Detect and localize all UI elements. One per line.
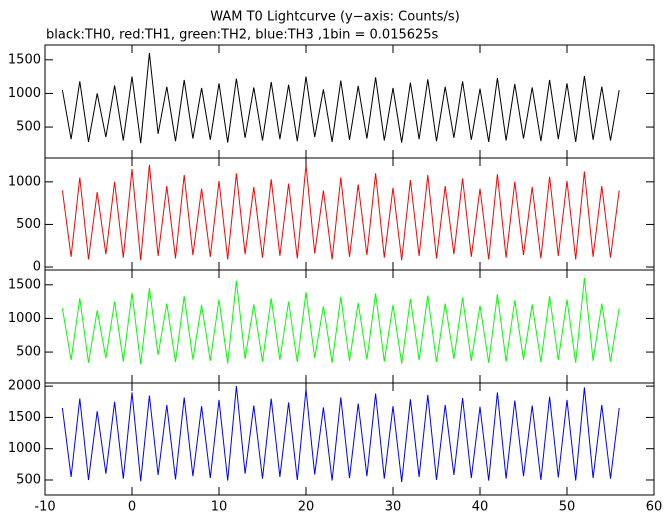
x-tick-label: 50 xyxy=(559,500,576,515)
y-tick-label: 1500 xyxy=(8,410,41,425)
x-tick-label: 10 xyxy=(211,500,228,515)
series-line xyxy=(61,278,620,365)
y-tick-label: 1500 xyxy=(8,52,41,67)
chart-subtitle: black:TH0, red:TH1, green:TH2, blue:TH3 … xyxy=(46,28,439,43)
y-tick-label: 500 xyxy=(16,217,41,232)
y-tick-label: 500 xyxy=(16,345,41,360)
y-tick-label: 1000 xyxy=(8,86,41,101)
y-tick-label: 500 xyxy=(16,120,41,135)
y-tick-label: 1000 xyxy=(8,441,41,456)
x-tick-label: 60 xyxy=(646,500,663,515)
x-tick-label: 30 xyxy=(385,500,402,515)
chart-title: WAM T0 Lightcurve (y−axis: Counts/s) xyxy=(210,10,460,25)
y-tick-label: 1500 xyxy=(8,277,41,292)
series-line xyxy=(61,53,620,144)
y-tick-label: 500 xyxy=(16,472,41,487)
series-line xyxy=(61,386,620,482)
x-tick-label: -10 xyxy=(34,500,55,515)
y-tick-label: 1000 xyxy=(8,311,41,326)
panel-frame xyxy=(44,382,655,496)
y-tick-label: 2000 xyxy=(8,379,41,394)
x-tick-label: 40 xyxy=(472,500,489,515)
y-tick-label: 1000 xyxy=(8,174,41,189)
panel-frame xyxy=(44,44,655,159)
x-tick-label: 0 xyxy=(128,500,136,515)
x-tick-label: 20 xyxy=(298,500,315,515)
series-line xyxy=(61,164,620,261)
y-tick-label: 0 xyxy=(33,260,41,275)
